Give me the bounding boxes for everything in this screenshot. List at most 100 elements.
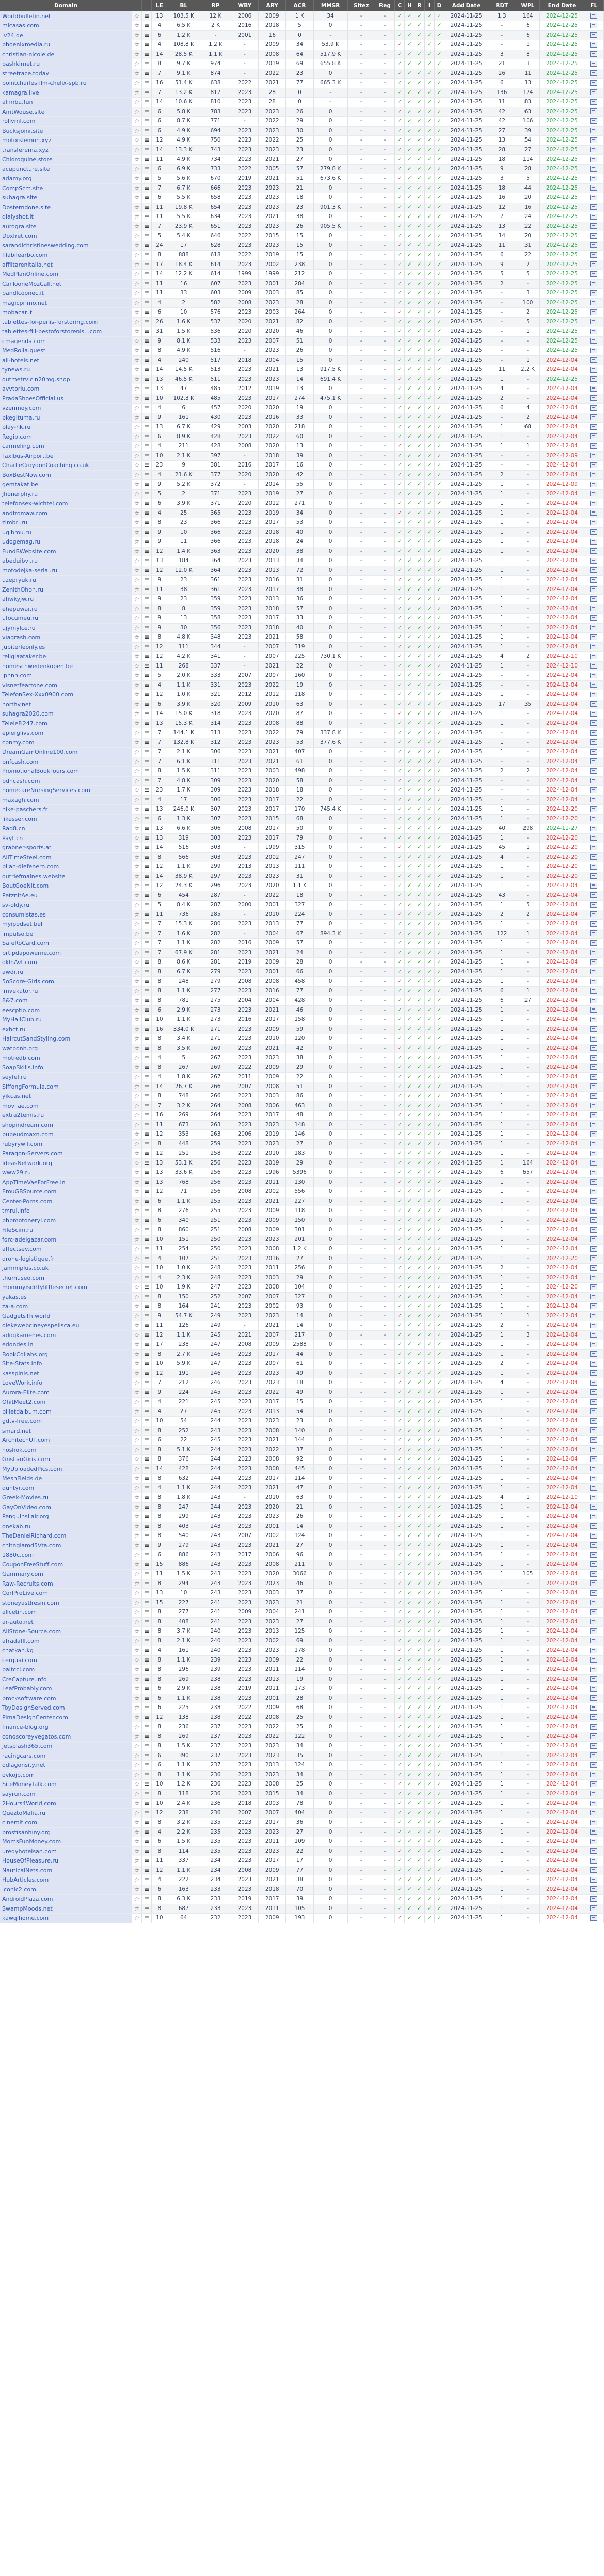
star-icon[interactable]: ☆ <box>132 766 142 777</box>
star-icon[interactable]: ☆ <box>132 833 142 843</box>
domain-link[interactable]: Paragon-Servers.com <box>0 1149 133 1159</box>
star-icon[interactable]: ☆ <box>132 537 142 547</box>
menu-icon[interactable]: ≡ <box>141 1149 152 1159</box>
menu-icon[interactable]: ≡ <box>141 470 152 480</box>
domain-link[interactable]: outriefmaines.website <box>0 872 133 881</box>
domain-link[interactable]: ali-hotels.net <box>0 355 133 365</box>
star-icon[interactable]: ☆ <box>132 1053 142 1063</box>
star-icon[interactable]: ☆ <box>132 1005 142 1015</box>
domain-link[interactable]: chatkan.kg <box>0 1646 133 1656</box>
star-icon[interactable]: ☆ <box>132 1292 142 1302</box>
external-link-icon[interactable] <box>590 739 598 746</box>
star-icon[interactable]: ☆ <box>132 1349 142 1359</box>
domain-link[interactable]: LeafProbably.com <box>0 1684 133 1694</box>
menu-icon[interactable]: ≡ <box>141 174 152 184</box>
column-header[interactable]: End Date <box>539 0 584 11</box>
external-link-icon[interactable] <box>584 279 604 289</box>
menu-icon[interactable]: ≡ <box>141 824 152 834</box>
menu-icon[interactable]: ≡ <box>141 986 152 996</box>
external-link-icon[interactable] <box>590 1704 598 1711</box>
star-icon[interactable]: ☆ <box>132 279 142 289</box>
external-link-icon[interactable] <box>590 1619 598 1625</box>
menu-icon[interactable]: ≡ <box>141 833 152 843</box>
menu-icon[interactable]: ≡ <box>141 116 152 127</box>
star-icon[interactable]: ☆ <box>132 1598 142 1608</box>
external-link-icon[interactable] <box>590 13 598 19</box>
domain-link[interactable]: tynews.ru <box>0 365 133 375</box>
menu-icon[interactable]: ≡ <box>141 1665 152 1675</box>
menu-icon[interactable]: ≡ <box>141 1426 152 1436</box>
external-link-icon[interactable] <box>584 604 604 614</box>
external-link-icon[interactable] <box>584 1913 604 1923</box>
external-link-icon[interactable] <box>584 1129 604 1140</box>
external-link-icon[interactable] <box>590 1666 598 1672</box>
external-link-icon[interactable] <box>584 222 604 231</box>
external-link-icon[interactable] <box>590 1198 598 1204</box>
external-link-icon[interactable] <box>590 80 598 86</box>
menu-icon[interactable]: ≡ <box>141 862 152 872</box>
domain-link[interactable]: micasas.com <box>0 21 133 31</box>
star-icon[interactable]: ☆ <box>132 1235 142 1245</box>
external-link-icon[interactable] <box>590 118 598 124</box>
domain-link[interactable]: conoscoreyvegatos.com <box>0 1732 133 1742</box>
external-link-icon[interactable] <box>584 317 604 327</box>
domain-link[interactable]: cpnmy.com <box>0 738 133 748</box>
external-link-icon[interactable] <box>584 1866 604 1875</box>
menu-icon[interactable]: ≡ <box>141 738 152 748</box>
menu-icon[interactable]: ≡ <box>141 1025 152 1034</box>
external-link-icon[interactable] <box>584 499 604 509</box>
external-link-icon[interactable] <box>584 154 604 165</box>
external-link-icon[interactable] <box>590 1322 598 1328</box>
external-link-icon[interactable] <box>590 223 598 229</box>
external-link-icon[interactable] <box>584 183 604 193</box>
menu-icon[interactable]: ≡ <box>141 1101 152 1111</box>
menu-icon[interactable]: ≡ <box>141 1349 152 1359</box>
external-link-icon[interactable] <box>590 1905 598 1912</box>
star-icon[interactable]: ☆ <box>132 1197 142 1206</box>
menu-icon[interactable]: ≡ <box>141 1607 152 1618</box>
external-link-icon[interactable] <box>590 510 598 516</box>
external-link-icon[interactable] <box>590 625 598 631</box>
external-link-icon[interactable] <box>590 1810 598 1816</box>
domain-link[interactable]: jupiterleonly.es <box>0 642 133 652</box>
menu-icon[interactable]: ≡ <box>141 1626 152 1637</box>
star-icon[interactable]: ☆ <box>132 1636 142 1646</box>
external-link-icon[interactable] <box>584 508 604 518</box>
menu-icon[interactable]: ≡ <box>141 1741 152 1751</box>
domain-link[interactable]: kamagra.live <box>0 88 133 98</box>
external-link-icon[interactable] <box>590 567 598 573</box>
domain-link[interactable]: ovkojp.com <box>0 1770 133 1780</box>
column-header[interactable]: C <box>394 0 405 11</box>
menu-icon[interactable]: ≡ <box>141 795 152 805</box>
star-icon[interactable]: ☆ <box>132 1129 142 1140</box>
star-icon[interactable]: ☆ <box>132 1885 142 1895</box>
domain-link[interactable]: dialyshot.it <box>0 212 133 222</box>
external-link-icon[interactable] <box>584 575 604 585</box>
external-link-icon[interactable] <box>590 1083 598 1090</box>
external-link-icon[interactable] <box>584 957 604 968</box>
external-link-icon[interactable] <box>590 1743 598 1749</box>
star-icon[interactable]: ☆ <box>132 1225 142 1235</box>
external-link-icon[interactable] <box>584 1454 604 1465</box>
domain-link[interactable]: cerquai.com <box>0 1655 133 1665</box>
external-link-icon[interactable] <box>584 1120 604 1130</box>
external-link-icon[interactable] <box>590 1475 598 1481</box>
domain-link[interactable]: DreamGamOnline100.com <box>0 747 133 757</box>
star-icon[interactable]: ☆ <box>132 1435 142 1446</box>
star-icon[interactable]: ☆ <box>132 164 142 174</box>
column-header[interactable]: WPL <box>516 0 541 11</box>
external-link-icon[interactable] <box>590 22 598 28</box>
external-link-icon[interactable] <box>584 566 604 576</box>
domain-link[interactable]: 2Hours4World.com <box>0 1798 133 1809</box>
external-link-icon[interactable] <box>590 691 598 697</box>
star-icon[interactable]: ☆ <box>132 1694 142 1703</box>
external-link-icon[interactable] <box>584 1101 604 1111</box>
external-link-icon[interactable] <box>584 1636 604 1646</box>
domain-link[interactable]: NauticalNets.com <box>0 1866 133 1875</box>
domain-link[interactable]: thumuseo.com <box>0 1273 133 1283</box>
external-link-icon[interactable] <box>584 1158 604 1168</box>
external-link-icon[interactable] <box>590 204 598 210</box>
external-link-icon[interactable] <box>584 479 604 490</box>
external-link-icon[interactable] <box>590 347 598 353</box>
star-icon[interactable]: ☆ <box>132 967 142 977</box>
